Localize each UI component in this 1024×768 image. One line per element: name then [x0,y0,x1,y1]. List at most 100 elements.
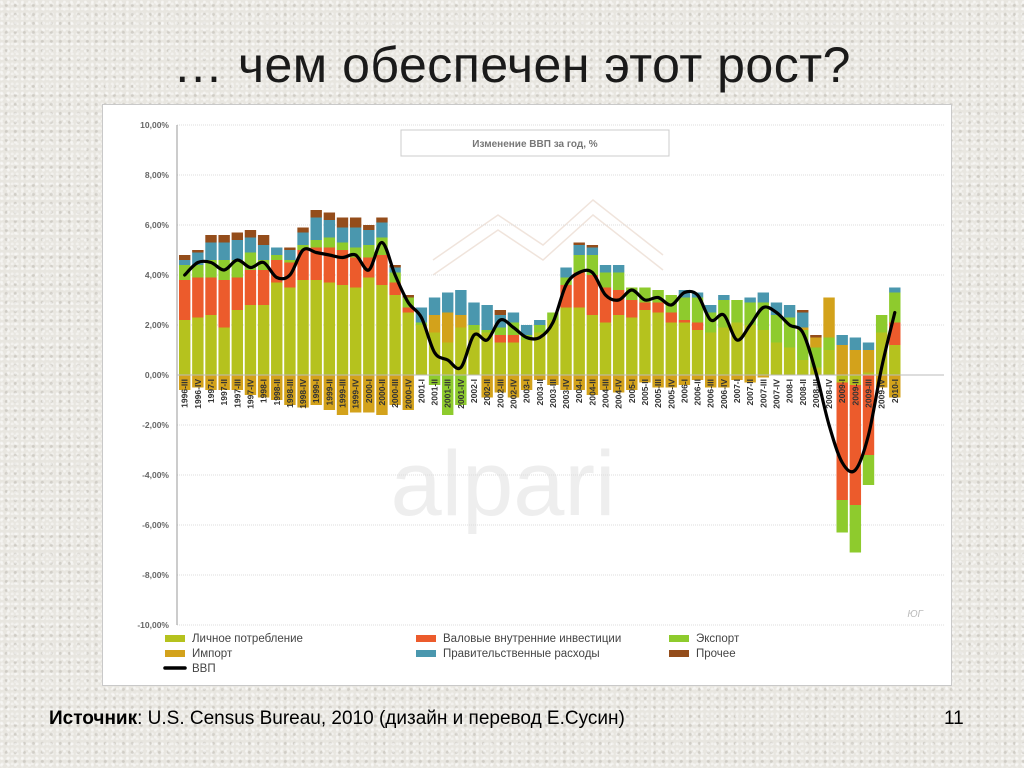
bar-segment [244,252,257,270]
bar-segment [192,250,204,253]
bar-segment [731,322,743,375]
bar-segment [481,330,493,333]
bar-segment [244,375,257,395]
bar-segment [744,297,756,303]
bar-segment [468,330,480,375]
x-tick-label: 2005-IV [666,379,676,409]
bar-segment [507,375,520,398]
x-tick-label: 2001-IV [456,379,466,409]
x-tick-label: 1996-III [180,379,190,408]
bar-segment [455,315,467,328]
bar-segment [797,330,809,360]
bar-segment [297,250,309,280]
bar-segment [718,327,730,375]
bar-segment [442,312,454,343]
bar-segment [810,347,822,368]
x-tick-label: 2010-I [890,379,900,403]
x-tick-label: 1998-I [259,379,269,403]
bar-segment [560,267,572,278]
bar-segment [573,375,585,390]
bar-segment [836,382,848,500]
bar-segment [560,277,572,285]
bar-segment [297,375,309,408]
bar-segment [336,250,349,285]
y-tick-label: 6,00% [145,220,170,230]
bar-segment [297,245,309,250]
bar-segment [363,230,375,245]
bar-segment [836,345,848,375]
bar-segment [797,310,809,313]
bar-segment [297,227,309,233]
bar-segment [573,307,585,375]
x-tick-label: 2006-IV [719,379,729,409]
bar-segment [179,265,191,280]
bar-segment [823,337,835,350]
bar-segment [205,242,217,260]
bar-segment [639,302,651,310]
bar-segment [494,327,506,335]
bar-segment [862,375,875,455]
x-tick-labels: 1996-III 1996-IV 1997-I 1997-II 1997-III 1997… [180,379,900,409]
bar-segment [836,375,848,383]
bar-segment [257,270,270,305]
gdp-chart: alpari 10,00% 8,00% 6,00% 4,00% 2,00% 0,00% -2… [137,120,944,675]
x-tick-label: 1999-IV [351,379,361,409]
bar-segment [665,375,677,388]
bar-segment [862,342,875,350]
bar-segment [744,302,756,325]
bar-segment [323,375,336,410]
bar-segment [534,325,546,333]
bar-segment [599,265,612,273]
y-tick-label: 2,00% [145,320,170,330]
bar-segment [783,305,796,318]
bar-segment [862,455,875,485]
bar-segment [257,305,270,375]
x-tick-label: 2004-I [574,379,584,403]
legend-label: Экспорт [696,633,740,645]
bar-segment [718,295,730,300]
bar-segment [810,335,822,338]
x-tick-label: 2007-III [758,379,768,408]
bar-segment [757,292,769,303]
bar-segment [612,315,625,375]
bar-segment [652,302,664,313]
bar-segment [797,327,809,330]
bar-segment [179,280,191,320]
x-tick-label: 1998-IV [298,379,308,409]
x-tick-label: 2006-I [679,379,689,403]
bar-segment [718,375,730,388]
bar-segment [612,375,625,393]
bar-segment [389,265,401,268]
bar-segment [349,217,362,228]
bar-segment [757,375,769,378]
bar-segment [875,375,888,388]
bar-segment [349,247,362,258]
bar-segment [192,252,204,265]
x-tick-label: 2008-III [811,379,821,408]
x-tick-label: 2000-III [390,379,400,408]
x-tick-label: 2004-IV [614,379,624,409]
bar-segment [284,247,296,250]
chart-title-frame [400,129,670,157]
bar-segment [402,375,414,410]
x-tick-label: 2001-III [443,379,453,408]
x-tick-label: 1996-IV [193,379,203,409]
bar-segment [179,375,191,390]
bar-segment [218,280,230,328]
bar-segment [179,255,191,260]
bar-segment [310,240,322,248]
bar-segment [678,297,691,320]
bar-segment [849,505,862,553]
bar-segment [599,272,612,288]
bar-segment [678,322,691,375]
x-tick-label: 2003-I [522,379,532,403]
bar-segment [389,295,401,375]
slide-title: … чем обеспечен этот рост? [173,37,851,93]
legend-swatch [416,635,436,642]
bar-segment [271,260,283,283]
bar-segment [599,375,612,390]
bar-segment [455,290,467,315]
x-tick-label: 1998-II [272,379,282,405]
bar-segment [284,287,296,375]
legend-label: Валовые внутренние инвестиции [443,633,621,645]
